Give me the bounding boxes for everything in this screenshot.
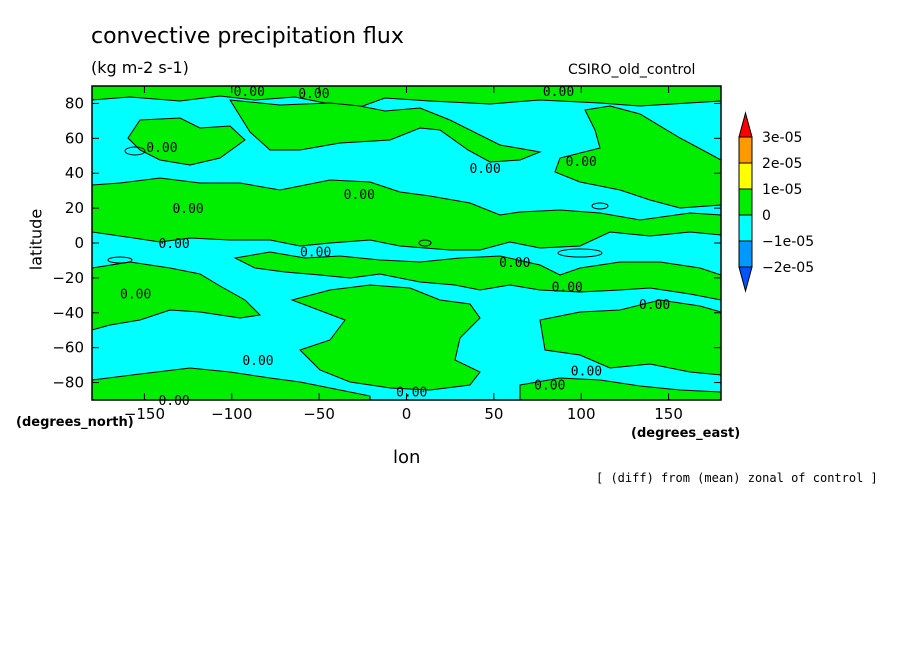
x-axis: −150 −100 −50 0 50 100 150 xyxy=(124,86,683,423)
x-tick-label: −100 xyxy=(211,405,252,423)
contour-labels: 0.00 0.00 0.00 0.00 0.00 0.00 0.00 0.00 0.00 0.00… xyxy=(120,85,670,409)
y-tick-label: 0 xyxy=(74,234,84,252)
contour-loop xyxy=(107,256,133,264)
region-northwest-lobe xyxy=(127,117,246,166)
contour-label: 0.00 xyxy=(639,298,670,313)
contour-label: 0.00 xyxy=(469,162,500,177)
contour-label: 0.00 xyxy=(242,354,273,369)
x-tick-label: 150 xyxy=(654,405,683,423)
y-tick-label: −80 xyxy=(52,374,84,392)
colorbar-label: 2e-05 xyxy=(762,156,802,172)
y-tick-label: −60 xyxy=(52,339,84,357)
contour-loop xyxy=(557,248,603,258)
region-west-band xyxy=(91,177,722,251)
contour-label: 0.00 xyxy=(344,188,375,203)
colorbar-segment xyxy=(738,162,753,190)
contour-loops xyxy=(107,146,609,264)
contour-label: 0.00 xyxy=(543,85,574,100)
x-tick-label: 100 xyxy=(567,405,596,423)
positive-anomaly-regions xyxy=(91,85,722,401)
contour-label: 0.00 xyxy=(396,385,427,400)
colorbar-label: 1e-05 xyxy=(762,182,802,198)
y-tick-label: −20 xyxy=(52,269,84,287)
colorbar-label: −2e-05 xyxy=(762,260,814,276)
y-axis: 80 60 40 20 0 −20 −40 −60 −80 xyxy=(52,94,721,392)
model-name: CSIRO_old_control xyxy=(568,62,696,78)
contour-label: 0.00 xyxy=(499,256,530,271)
chart-title: convective precipitation flux xyxy=(91,24,404,49)
chart-units: (kg m-2 s-1) xyxy=(91,58,189,77)
colorbar-label: −1e-05 xyxy=(762,234,814,250)
y-tick-label: 40 xyxy=(65,164,84,182)
x-tick-label: −50 xyxy=(303,405,335,423)
x-axis-units: (degrees_east) xyxy=(631,426,741,441)
colorbar-label: 0 xyxy=(762,208,771,224)
region-south-central xyxy=(290,284,481,391)
colorbar-segment xyxy=(738,240,753,268)
x-tick-label: −150 xyxy=(124,405,165,423)
y-tick-label: 80 xyxy=(65,94,84,112)
contour-label: 0.00 xyxy=(120,288,151,303)
x-tick-label: 0 xyxy=(402,405,412,423)
region-southwest xyxy=(91,261,262,331)
y-axis-units: (degrees_north) xyxy=(16,415,134,430)
contour-label: 0.00 xyxy=(158,237,189,252)
y-tick-label: 20 xyxy=(65,199,84,217)
contour-label: 0.00 xyxy=(158,394,189,409)
contour-loop xyxy=(124,146,146,156)
contour-label: 0.00 xyxy=(566,155,597,170)
colorbar-label: 3e-05 xyxy=(762,130,802,146)
colorbar-segment xyxy=(738,214,753,242)
region-northeast xyxy=(554,105,722,209)
colorbar-segment xyxy=(738,136,753,164)
y-axis-label: latitude xyxy=(26,208,46,271)
x-axis-label: lon xyxy=(393,447,421,468)
colorbar-segment xyxy=(738,188,753,216)
contour-label: 0.00 xyxy=(234,85,265,100)
contour-label: 0.00 xyxy=(534,378,565,393)
y-tick-label: 60 xyxy=(65,129,84,147)
colorbar: 3e-05 2e-05 1e-05 0 −1e-05 −2e-05 xyxy=(738,111,814,293)
contour-loop xyxy=(418,239,432,247)
contour-loop xyxy=(591,202,609,210)
colorbar-arrow-top xyxy=(738,111,753,138)
y-tick-label: −40 xyxy=(52,304,84,322)
contour-label: 0.00 xyxy=(552,281,583,296)
x-tick-label: 50 xyxy=(484,405,503,423)
contour-label: 0.00 xyxy=(146,141,177,156)
footnote: [ (diff) from (mean) zonal of control ] xyxy=(596,471,878,485)
contour-label: 0.00 xyxy=(571,364,602,379)
contour-label: 0.00 xyxy=(300,246,331,261)
colorbar-arrow-bottom xyxy=(738,266,753,293)
contour-label: 0.00 xyxy=(172,202,203,217)
region-north-central xyxy=(229,99,542,163)
region-north-band xyxy=(91,85,722,108)
contour-label: 0.00 xyxy=(298,87,329,102)
